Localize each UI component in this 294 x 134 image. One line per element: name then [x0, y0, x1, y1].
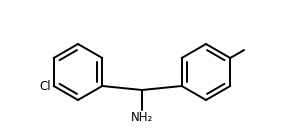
- Text: Cl: Cl: [39, 81, 51, 94]
- Text: NH₂: NH₂: [131, 111, 153, 124]
